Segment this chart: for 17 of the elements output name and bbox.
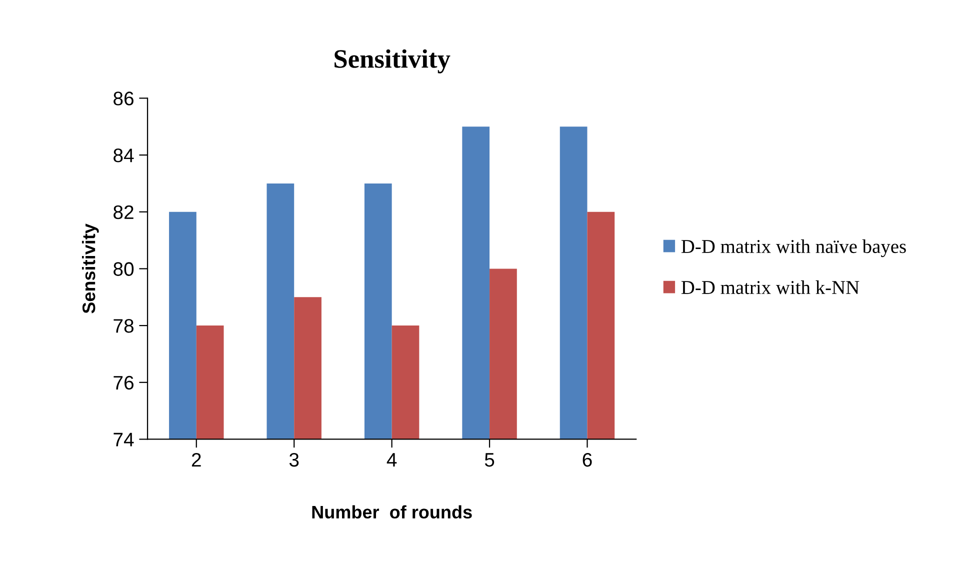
legend-label: D-D matrix with naïve bayes xyxy=(681,239,906,258)
y-tick-label: 76 xyxy=(114,376,134,390)
y-axis-title: Sensitivity xyxy=(82,224,99,314)
x-tick-label: 2 xyxy=(192,452,201,467)
chart-title: Sensitivity xyxy=(334,49,450,74)
x-tick-label: 4 xyxy=(386,453,397,467)
x-axis-title: Number of rounds xyxy=(312,505,472,519)
y-tick-label: 84 xyxy=(114,148,134,162)
x-tick-label: 6 xyxy=(582,452,592,467)
x-tick-label: 5 xyxy=(484,453,494,467)
legend-label: D-D matrix with k-NN xyxy=(681,280,860,294)
y-tick-label: 80 xyxy=(114,262,134,276)
y-tick-label: 82 xyxy=(114,205,134,220)
x-tick-label: 3 xyxy=(289,452,299,467)
y-tick-label: 74 xyxy=(114,432,134,446)
y-tick-label: 86 xyxy=(114,92,134,106)
y-tick-label: 78 xyxy=(114,319,134,333)
